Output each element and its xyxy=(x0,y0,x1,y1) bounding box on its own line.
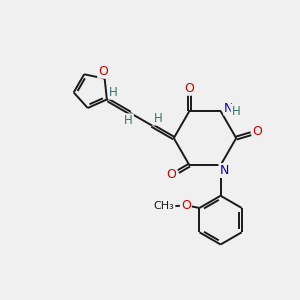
Text: H: H xyxy=(124,114,133,128)
Text: O: O xyxy=(181,199,191,212)
Text: O: O xyxy=(184,82,194,95)
Text: H: H xyxy=(232,105,240,118)
Text: H: H xyxy=(109,86,118,99)
Text: O: O xyxy=(253,125,262,138)
Text: O: O xyxy=(167,168,176,181)
Text: CH₃: CH₃ xyxy=(154,201,175,211)
Text: N: N xyxy=(220,164,229,177)
Text: H: H xyxy=(154,112,162,124)
Text: O: O xyxy=(98,65,108,78)
Text: N: N xyxy=(224,102,234,115)
